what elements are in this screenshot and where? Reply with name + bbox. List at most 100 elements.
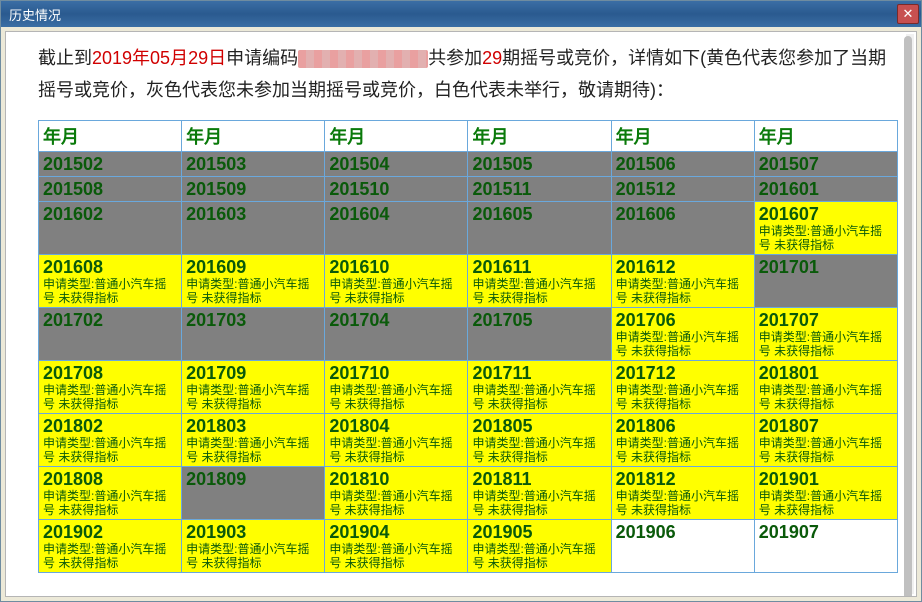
period-cell: 201803申请类型:普通小汽车摇号 未获得指标 (182, 414, 325, 467)
period-label: 201711 (472, 363, 606, 383)
table-row: 201608申请类型:普通小汽车摇号 未获得指标201609申请类型:普通小汽车… (39, 255, 898, 308)
period-cell: 201712申请类型:普通小汽车摇号 未获得指标 (611, 361, 754, 414)
period-cell: 201812申请类型:普通小汽车摇号 未获得指标 (611, 467, 754, 520)
period-label: 201503 (186, 154, 320, 174)
content-area: 截止到2019年05月29日申请编码共参加29期摇号或竞价，详情如下(黄色代表您… (5, 31, 917, 597)
intro-mid2: 共参加 (428, 48, 482, 68)
period-label: 201712 (616, 363, 750, 383)
period-label: 201706 (616, 310, 750, 330)
period-label: 201708 (43, 363, 177, 383)
period-cell: 201901申请类型:普通小汽车摇号 未获得指标 (754, 467, 897, 520)
period-label: 201507 (759, 154, 893, 174)
period-cell: 201603 (182, 202, 325, 255)
period-detail: 申请类型:普通小汽车摇号 未获得指标 (186, 436, 320, 464)
period-cell: 201711申请类型:普通小汽车摇号 未获得指标 (468, 361, 611, 414)
col-header: 年月 (39, 121, 182, 152)
period-cell: 201612申请类型:普通小汽车摇号 未获得指标 (611, 255, 754, 308)
period-detail: 申请类型:普通小汽车摇号 未获得指标 (329, 436, 463, 464)
close-button[interactable]: ✕ (897, 4, 919, 24)
period-detail: 申请类型:普通小汽车摇号 未获得指标 (472, 383, 606, 411)
period-label: 201804 (329, 416, 463, 436)
period-label: 201901 (759, 469, 893, 489)
period-label: 201508 (43, 179, 177, 199)
period-label: 201710 (329, 363, 463, 383)
table-row: 201508201509201510201511201512201601 (39, 177, 898, 202)
period-label: 201802 (43, 416, 177, 436)
period-label: 201611 (472, 257, 606, 277)
period-label: 201610 (329, 257, 463, 277)
period-label: 201902 (43, 522, 177, 542)
period-label: 201809 (186, 469, 320, 489)
period-label: 201502 (43, 154, 177, 174)
scrollbar-thumb[interactable] (904, 36, 912, 597)
period-detail: 申请类型:普通小汽车摇号 未获得指标 (472, 542, 606, 570)
period-label: 201605 (472, 204, 606, 224)
period-label: 201703 (186, 310, 320, 330)
period-detail: 申请类型:普通小汽车摇号 未获得指标 (43, 542, 177, 570)
period-cell: 201907 (754, 520, 897, 573)
period-cell: 201508 (39, 177, 182, 202)
period-cell: 201512 (611, 177, 754, 202)
period-cell: 201802申请类型:普通小汽车摇号 未获得指标 (39, 414, 182, 467)
period-detail: 申请类型:普通小汽车摇号 未获得指标 (43, 277, 177, 305)
period-detail: 申请类型:普通小汽车摇号 未获得指标 (616, 330, 750, 358)
intro-mid1: 申请编码 (226, 48, 298, 68)
table-row: 201702201703201704201705201706申请类型:普通小汽车… (39, 308, 898, 361)
scrollbar-track[interactable] (906, 34, 914, 594)
period-cell: 201704 (325, 308, 468, 361)
period-label: 201608 (43, 257, 177, 277)
period-cell: 201809 (182, 467, 325, 520)
period-cell: 201503 (182, 152, 325, 177)
period-detail: 申请类型:普通小汽车摇号 未获得指标 (186, 542, 320, 570)
period-label: 201612 (616, 257, 750, 277)
period-cell: 201505 (468, 152, 611, 177)
period-label: 201601 (759, 179, 893, 199)
intro-date: 2019年05月29日 (92, 48, 226, 68)
period-label: 201904 (329, 522, 463, 542)
period-cell: 201608申请类型:普通小汽车摇号 未获得指标 (39, 255, 182, 308)
period-detail: 申请类型:普通小汽车摇号 未获得指标 (43, 436, 177, 464)
period-cell: 201507 (754, 152, 897, 177)
period-detail: 申请类型:普通小汽车摇号 未获得指标 (759, 383, 893, 411)
period-label: 201604 (329, 204, 463, 224)
period-detail: 申请类型:普通小汽车摇号 未获得指标 (472, 489, 606, 517)
period-detail: 申请类型:普通小汽车摇号 未获得指标 (616, 383, 750, 411)
period-cell: 201611申请类型:普通小汽车摇号 未获得指标 (468, 255, 611, 308)
col-header: 年月 (468, 121, 611, 152)
col-header: 年月 (611, 121, 754, 152)
period-cell: 201904申请类型:普通小汽车摇号 未获得指标 (325, 520, 468, 573)
period-detail: 申请类型:普通小汽车摇号 未获得指标 (186, 277, 320, 305)
period-cell: 201610申请类型:普通小汽车摇号 未获得指标 (325, 255, 468, 308)
period-cell: 201604 (325, 202, 468, 255)
period-cell: 201810申请类型:普通小汽车摇号 未获得指标 (325, 467, 468, 520)
period-label: 201511 (472, 179, 606, 199)
period-cell: 201807申请类型:普通小汽车摇号 未获得指标 (754, 414, 897, 467)
period-cell: 201601 (754, 177, 897, 202)
period-cell: 201605 (468, 202, 611, 255)
period-label: 201810 (329, 469, 463, 489)
col-header: 年月 (754, 121, 897, 152)
period-label: 201606 (616, 204, 750, 224)
intro-prefix: 截止到 (38, 48, 92, 68)
period-cell: 201801申请类型:普通小汽车摇号 未获得指标 (754, 361, 897, 414)
period-label: 201807 (759, 416, 893, 436)
col-header: 年月 (325, 121, 468, 152)
period-label: 201905 (472, 522, 606, 542)
header-row: 年月 年月 年月 年月 年月 年月 (39, 121, 898, 152)
period-cell: 201707申请类型:普通小汽车摇号 未获得指标 (754, 308, 897, 361)
period-label: 201607 (759, 204, 893, 224)
period-cell: 201701 (754, 255, 897, 308)
period-label: 201803 (186, 416, 320, 436)
period-cell: 201708申请类型:普通小汽车摇号 未获得指标 (39, 361, 182, 414)
period-detail: 申请类型:普通小汽车摇号 未获得指标 (616, 436, 750, 464)
period-label: 201509 (186, 179, 320, 199)
period-cell: 201710申请类型:普通小汽车摇号 未获得指标 (325, 361, 468, 414)
period-cell: 201902申请类型:普通小汽车摇号 未获得指标 (39, 520, 182, 573)
period-cell: 201808申请类型:普通小汽车摇号 未获得指标 (39, 467, 182, 520)
period-detail: 申请类型:普通小汽车摇号 未获得指标 (759, 436, 893, 464)
period-label: 201906 (616, 522, 750, 542)
history-table: 年月 年月 年月 年月 年月 年月 2015022015032015042015… (38, 120, 898, 573)
period-detail: 申请类型:普通小汽车摇号 未获得指标 (472, 277, 606, 305)
period-detail: 申请类型:普通小汽车摇号 未获得指标 (43, 489, 177, 517)
period-label: 201806 (616, 416, 750, 436)
